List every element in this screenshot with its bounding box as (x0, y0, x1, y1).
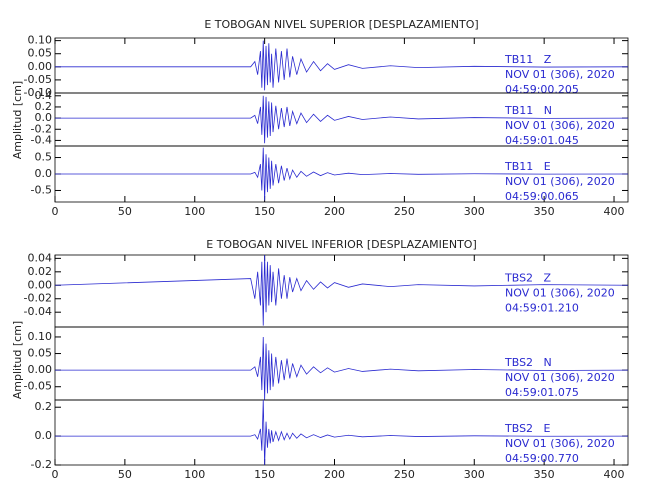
date-label: NOV 01 (306), 2020 (505, 437, 615, 450)
x-tick-label: 200 (324, 205, 345, 218)
y-tick-label: -0.2 (31, 458, 52, 471)
waveform (55, 40, 629, 91)
station-label: TBS2 N (504, 356, 552, 369)
y-tick-label: -0.4 (31, 133, 52, 146)
date-label: NOV 01 (306), 2020 (505, 286, 615, 299)
station-label: TBS2 Z (504, 271, 552, 284)
waveform (54, 254, 629, 326)
station-label: TB11 Z (504, 53, 552, 66)
x-tick-label: 400 (604, 205, 625, 218)
waveform (55, 336, 629, 401)
y-tick-label: 0.4 (35, 89, 53, 102)
x-tick-label: 250 (394, 205, 415, 218)
x-tick-label: 200 (324, 468, 345, 481)
station-label: TB11 N (504, 104, 552, 117)
y-tick-label: 0.05 (28, 347, 53, 360)
time-label: 04:59:00.065 (505, 190, 579, 203)
x-tick-label: 250 (394, 468, 415, 481)
y-axis-label: Amplitud [cm] (11, 81, 24, 159)
y-tick-label: 0.0 (35, 167, 53, 180)
station-label: TBS2 E (504, 422, 551, 435)
time-label: 04:59:01.210 (505, 301, 579, 314)
x-tick-label: 100 (184, 468, 205, 481)
x-tick-label: 350 (534, 468, 555, 481)
x-tick-label: 100 (184, 205, 205, 218)
y-tick-label: 0.2 (35, 100, 53, 113)
y-tick-label: -0.04 (24, 305, 52, 318)
date-label: NOV 01 (306), 2020 (505, 68, 615, 81)
waveform (55, 95, 629, 144)
y-tick-label: 0.0 (35, 111, 53, 124)
x-tick-label: 150 (254, 205, 275, 218)
x-tick-label: 350 (534, 205, 555, 218)
time-label: 04:59:01.075 (505, 386, 579, 399)
y-tick-label: -0.2 (31, 122, 52, 135)
y-tick-label: 0.10 (28, 34, 53, 47)
y-tick-label: -0.05 (24, 380, 52, 393)
y-tick-label: 0.5 (35, 151, 53, 164)
y-tick-label: 0.00 (28, 278, 53, 291)
y-tick-label: -0.5 (31, 183, 52, 196)
time-label: 04:59:00.205 (505, 83, 579, 96)
chart-title: E TOBOGAN NIVEL INFERIOR [DESPLAZAMIENTO… (206, 238, 477, 251)
x-tick-label: 50 (118, 468, 132, 481)
y-axis-label: Amplitud [cm] (11, 321, 24, 399)
y-tick-label: 0.00 (28, 363, 53, 376)
x-tick-label: 400 (604, 468, 625, 481)
y-tick-label: 0.10 (28, 330, 53, 343)
date-label: NOV 01 (306), 2020 (505, 371, 615, 384)
waveform (55, 399, 629, 466)
y-tick-label: 0.04 (28, 251, 53, 264)
x-tick-label: 0 (52, 468, 59, 481)
y-tick-label: -0.05 (24, 73, 52, 86)
y-tick-label: 0.2 (35, 400, 53, 413)
y-tick-label: 0.00 (28, 60, 53, 73)
x-tick-label: 300 (464, 205, 485, 218)
waveform (55, 147, 629, 201)
y-tick-label: 0.05 (28, 47, 53, 60)
x-tick-label: 300 (464, 468, 485, 481)
y-tick-label: -0.02 (24, 292, 52, 305)
station-label: TB11 E (504, 160, 551, 173)
date-label: NOV 01 (306), 2020 (505, 119, 615, 132)
time-label: 04:59:01.045 (505, 134, 579, 147)
x-tick-label: 150 (254, 468, 275, 481)
panel-frame (54, 399, 629, 466)
y-tick-label: 0.02 (28, 265, 53, 278)
date-label: NOV 01 (306), 2020 (505, 175, 615, 188)
x-tick-label: 50 (118, 205, 132, 218)
x-tick-label: 0 (52, 205, 59, 218)
chart-title: E TOBOGAN NIVEL SUPERIOR [DESPLAZAMIENTO… (204, 18, 478, 31)
y-tick-label: -0.10 (24, 86, 52, 99)
time-label: 04:59:00.770 (505, 452, 579, 465)
y-tick-label: 0.0 (35, 429, 53, 442)
